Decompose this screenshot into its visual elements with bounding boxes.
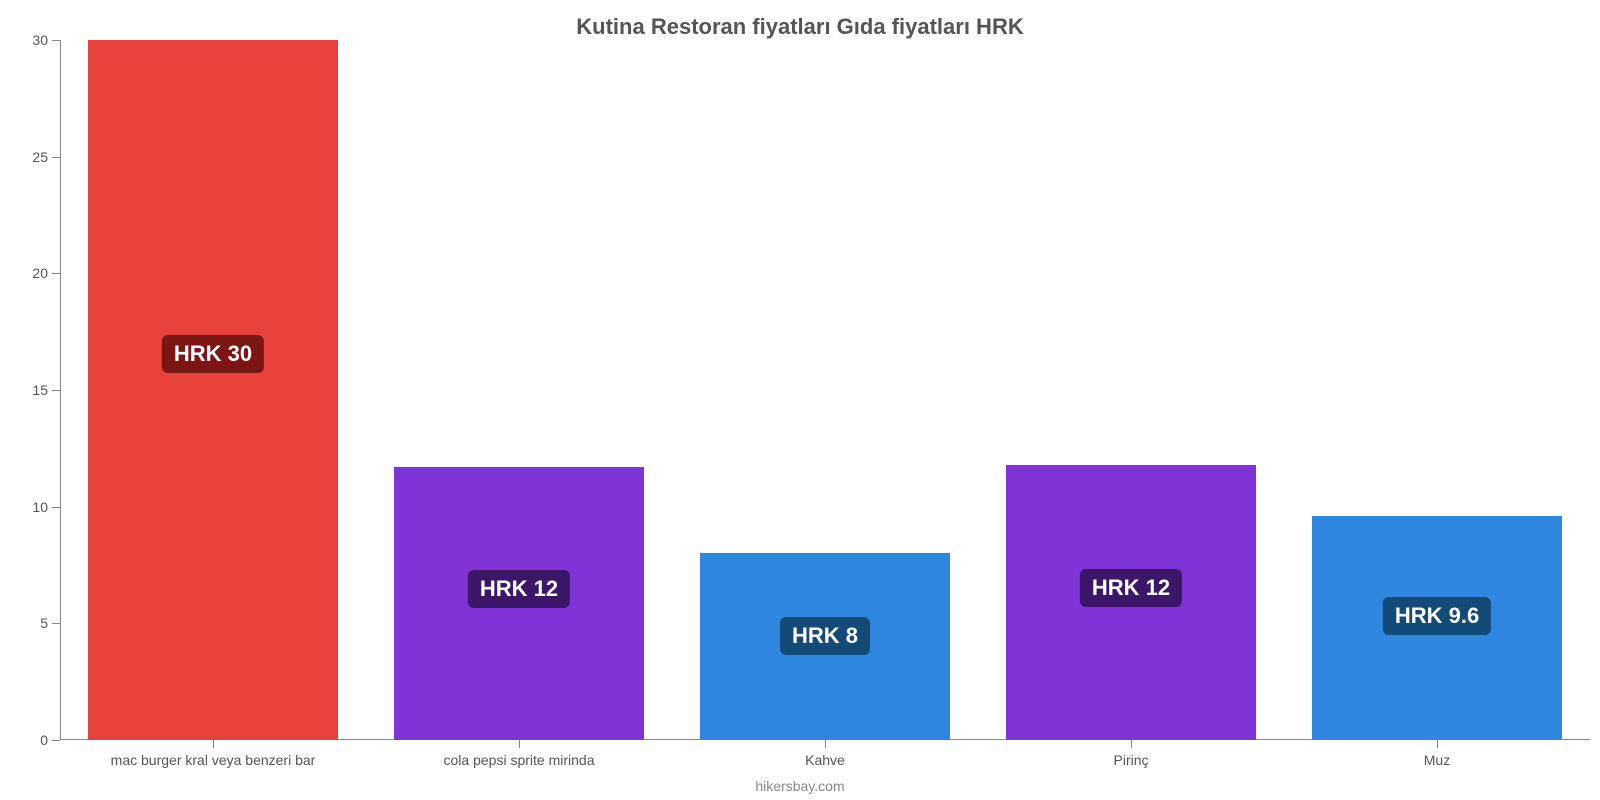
- y-tick: [52, 623, 60, 624]
- y-tick: [52, 390, 60, 391]
- x-category-label: cola pepsi sprite mirinda: [444, 752, 595, 768]
- x-category-label: Kahve: [805, 752, 845, 768]
- x-tick: [519, 740, 520, 748]
- y-axis: [60, 40, 61, 740]
- plot-area: 051015202530mac burger kral veya benzeri…: [60, 40, 1590, 740]
- y-tick: [52, 507, 60, 508]
- y-tick-label: 30: [32, 32, 48, 48]
- value-badge: HRK 12: [468, 570, 570, 608]
- y-tick-label: 5: [40, 615, 48, 631]
- y-tick: [52, 273, 60, 274]
- x-tick: [1437, 740, 1438, 748]
- x-tick: [1131, 740, 1132, 748]
- value-badge: HRK 8: [780, 617, 870, 655]
- value-badge: HRK 12: [1080, 569, 1182, 607]
- bar: [88, 40, 339, 740]
- chart-container: Kutina Restoran fiyatları Gıda fiyatları…: [0, 0, 1600, 800]
- chart-title: Kutina Restoran fiyatları Gıda fiyatları…: [0, 14, 1600, 40]
- x-category-label: Muz: [1424, 752, 1450, 768]
- y-tick-label: 25: [32, 149, 48, 165]
- x-category-label: Pirinç: [1113, 752, 1148, 768]
- value-badge: HRK 30: [162, 335, 264, 373]
- y-tick-label: 10: [32, 499, 48, 515]
- value-badge: HRK 9.6: [1383, 597, 1491, 635]
- y-tick-label: 20: [32, 265, 48, 281]
- y-tick: [52, 40, 60, 41]
- y-tick: [52, 157, 60, 158]
- y-tick-label: 15: [32, 382, 48, 398]
- y-tick-label: 0: [40, 732, 48, 748]
- x-category-label: mac burger kral veya benzeri bar: [111, 752, 316, 768]
- x-tick: [825, 740, 826, 748]
- y-tick: [52, 740, 60, 741]
- footer-credit: hikersbay.com: [0, 778, 1600, 794]
- x-tick: [213, 740, 214, 748]
